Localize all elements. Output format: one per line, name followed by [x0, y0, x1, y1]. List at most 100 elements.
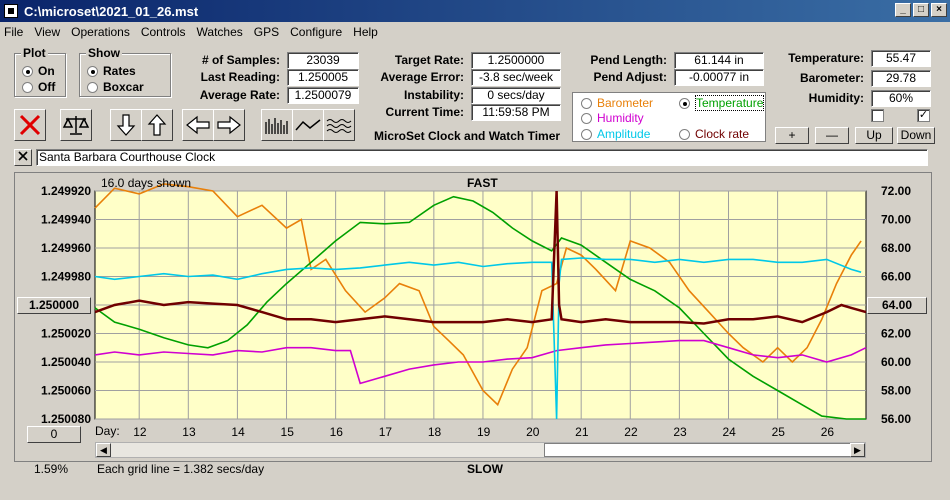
arrow-right-button[interactable] [213, 109, 245, 141]
plot-off-radio[interactable]: Off [22, 79, 65, 95]
x-tick: 17 [379, 425, 393, 439]
samples-label: # of Samples: [201, 53, 280, 67]
plot-on-radio[interactable]: On [22, 63, 65, 79]
menu-gps[interactable]: GPS [253, 25, 280, 39]
arrow-down-button[interactable] [110, 109, 142, 141]
average-error-field: -3.8 sec/week [471, 69, 561, 86]
arrow-left-icon [186, 115, 210, 135]
samples-field: 23039 [287, 52, 359, 69]
menu-file[interactable]: File [4, 25, 24, 39]
line-view-button[interactable] [292, 109, 324, 141]
balance-button[interactable] [60, 109, 92, 141]
x-tick: 21 [575, 425, 589, 439]
series-line-clock-rate [94, 190, 867, 325]
left-value-button[interactable]: 1.250000 [17, 297, 91, 314]
menu-watches[interactable]: Watches [196, 25, 243, 39]
y-left-tick: 1.250020 [41, 327, 91, 341]
show-group-label: Show [86, 46, 122, 60]
arrow-right-icon [217, 115, 241, 135]
instability-label: Instability: [403, 88, 464, 102]
x-tick: 14 [231, 425, 245, 439]
last-reading-label: Last Reading: [200, 70, 280, 84]
arrow-up-button[interactable] [141, 109, 173, 141]
last-reading-field: 1.250005 [287, 69, 359, 86]
maximize-button[interactable]: □ [913, 3, 929, 17]
x-tick: 13 [182, 425, 196, 439]
menu-help[interactable]: Help [353, 25, 378, 39]
plot-group-label: Plot [21, 46, 48, 60]
sensor-temperature-radio[interactable]: Temperature [679, 95, 765, 111]
y-left-tick: 1.249960 [41, 241, 91, 255]
close-window-button[interactable]: × [931, 3, 947, 17]
humidity-field: 60% [871, 90, 931, 107]
arrow-up-icon [147, 114, 167, 136]
scale-up-button[interactable]: Up [855, 127, 893, 144]
scroll-thumb[interactable] [544, 443, 851, 457]
arrow-down-icon [116, 114, 136, 136]
show-boxcar-radio[interactable]: Boxcar [87, 79, 170, 95]
x-position-button[interactable]: 0 [27, 426, 81, 443]
series-line-amplitude [94, 257, 862, 420]
checkbox-left[interactable] [871, 109, 884, 122]
menu-configure[interactable]: Configure [290, 25, 343, 39]
red-x-icon [19, 114, 41, 136]
y-right-tick: 68.00 [881, 241, 911, 255]
pend-adjust-field: -0.00077 in [674, 69, 764, 86]
x-tick: 23 [673, 425, 687, 439]
scroll-right-arrow[interactable]: ▶ [850, 443, 865, 457]
sensor-amplitude-radio[interactable]: Amplitude [581, 126, 650, 142]
arrow-left-button[interactable] [182, 109, 214, 141]
app-icon [4, 4, 18, 18]
title-bar: C:\microset\2021_01_26.mst _ □ × [0, 0, 950, 22]
x-tick: 26 [821, 425, 835, 439]
close-watch-button[interactable] [14, 149, 32, 166]
pend-length-field[interactable]: 61.144 in [674, 52, 764, 69]
horizontal-scrollbar[interactable]: ◀ ▶ [95, 442, 866, 458]
x-tick: 20 [526, 425, 540, 439]
menu-operations[interactable]: Operations [71, 25, 130, 39]
temperature-field: 55.47 [871, 50, 931, 67]
x-tick: 12 [133, 425, 147, 439]
menu-view[interactable]: View [34, 25, 61, 39]
scale-down-button[interactable]: Down [897, 127, 935, 144]
y-left-tick: 1.250040 [41, 355, 91, 369]
watch-name-field[interactable]: Santa Barbara Courthouse Clock [36, 149, 928, 166]
show-rates-radio[interactable]: Rates [87, 63, 170, 79]
sensor-barometer-radio[interactable]: Barometer [581, 95, 653, 111]
temperature-label: Temperature: [788, 51, 864, 65]
noise-view-button[interactable] [323, 109, 355, 141]
y-left-tick: 1.249980 [41, 270, 91, 284]
clear-x-button[interactable] [14, 109, 46, 141]
percent-label: 1.59% [34, 462, 69, 476]
right-value-button[interactable]: 64.00 [867, 297, 927, 314]
x-tick: 16 [330, 425, 344, 439]
minimize-button[interactable]: _ [895, 3, 911, 17]
sensor-clock-rate-radio[interactable]: Clock rate [679, 126, 749, 142]
x-tick: 18 [428, 425, 442, 439]
series-line-temperature [94, 195, 866, 420]
sensor-humidity-radio[interactable]: Humidity [581, 110, 644, 126]
average-rate-field: 1.2500079 [287, 87, 359, 104]
window-title: C:\microset\2021_01_26.mst [24, 3, 199, 19]
menu-controls[interactable]: Controls [140, 25, 186, 39]
day-axis-label: Day: [95, 424, 120, 438]
chart-panel: 1.249920 72.00 1.249940 70.00 1.249960 68.00 1… [14, 172, 932, 476]
app-title: MicroSet Clock and Watch Timer [374, 129, 561, 143]
y-left-tick: 1.250060 [41, 384, 91, 398]
y-right-tick: 58.00 [881, 384, 911, 398]
target-rate-field[interactable]: 1.2500000 [471, 52, 561, 69]
scroll-left-arrow[interactable]: ◀ [96, 443, 111, 457]
y-left-tick: 1.249920 [41, 184, 91, 198]
squiggle-icon [326, 119, 352, 133]
close-icon [18, 151, 28, 161]
bar-view-button[interactable] [261, 109, 293, 141]
rate-chart: 1.249920 72.00 1.249940 70.00 1.249960 68.00 1… [41, 183, 911, 439]
checkbox-right[interactable]: ✓ [917, 109, 930, 122]
scale-minus-button[interactable]: — [815, 127, 849, 144]
grid-note-label: Each grid line = 1.382 secs/day [97, 462, 265, 476]
current-time-label: Current Time: [385, 105, 464, 119]
scale-plus-button[interactable]: + [775, 127, 809, 144]
y-right-tick: 60.00 [881, 355, 911, 369]
y-right-tick: 62.00 [881, 327, 911, 341]
x-tick: 22 [624, 425, 638, 439]
